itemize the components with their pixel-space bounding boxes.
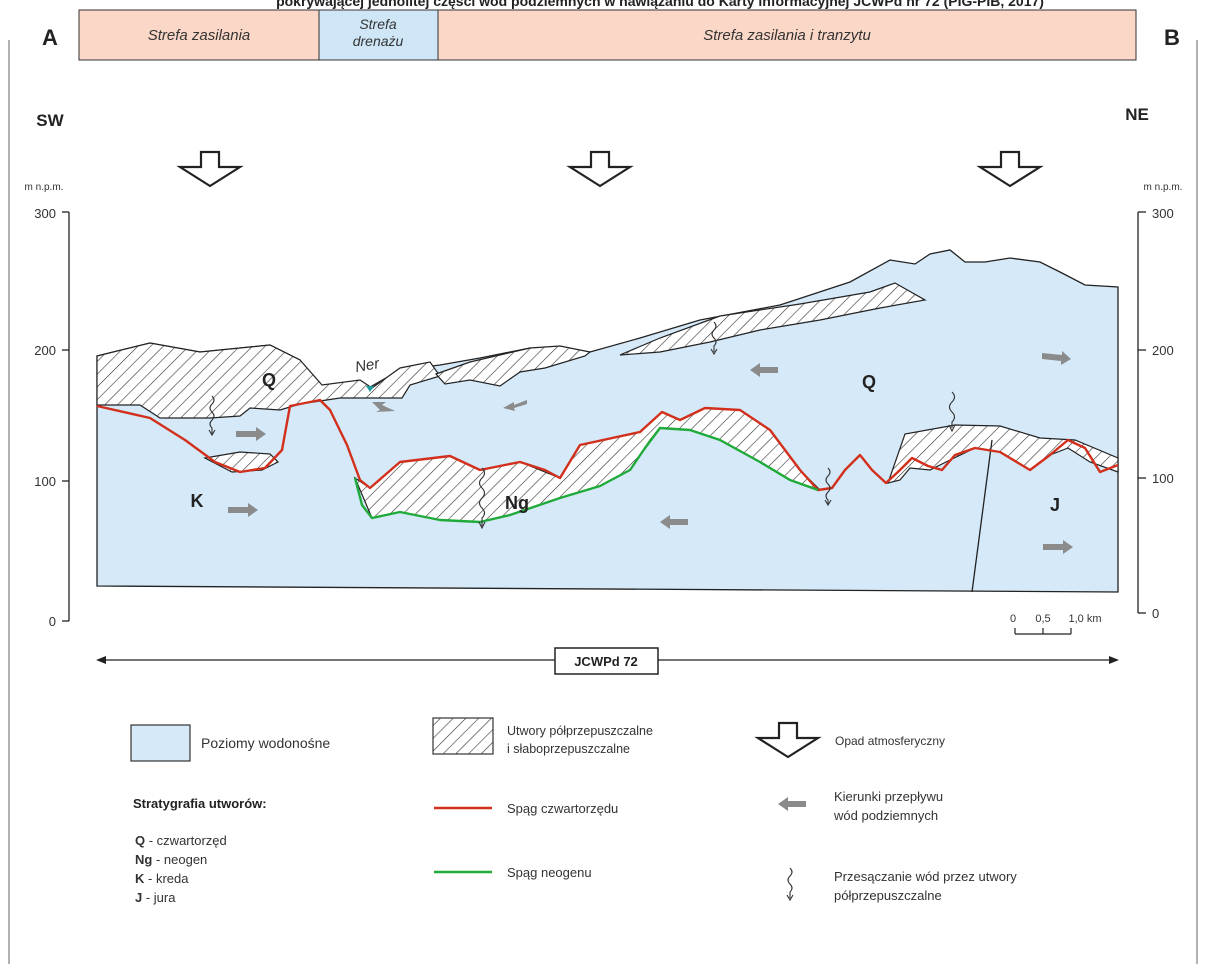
unit-label-k: K — [191, 491, 204, 511]
legend-seepage-label: Przesączanie wód przez utwory półprzepusz… — [834, 869, 1017, 903]
river-label: Ner — [354, 355, 382, 376]
zone-bar: Strefa zasilania Strefa drenażu Strefa za… — [78, 9, 1137, 61]
corner-label-a: A — [42, 25, 58, 50]
cut-header-title: pokrywającej jednolitej części wód podzi… — [276, 0, 1044, 9]
legend-precipitation-label: Opad atmosferyczny — [835, 734, 945, 748]
direction-sw: SW — [36, 111, 64, 130]
hatched-layer-upper-east — [619, 282, 927, 356]
left-tick-200: 200 — [34, 343, 56, 358]
legend-strat-ng: Ng - neogen — [135, 852, 207, 867]
legend-quaternary-label: Spąg czwartorzędu — [507, 801, 618, 816]
seepage-icon — [948, 391, 956, 433]
right-tick-200: 200 — [1152, 343, 1174, 358]
flow-arrow-right-icon — [228, 503, 258, 517]
legend-semi-permeable-swatch — [432, 717, 494, 755]
legend-strat-q: Q - czwartorzęd — [135, 833, 227, 848]
direction-ne: NE — [1125, 105, 1149, 124]
precipitation-arrows — [176, 150, 1044, 188]
right-axis-unit: m n.p.m. — [1144, 182, 1183, 193]
precipitation-arrow-icon — [566, 150, 634, 188]
left-tick-0: 0 — [49, 614, 56, 629]
unit-label-q-west: Q — [262, 370, 276, 390]
right-tick-0: 0 — [1152, 606, 1159, 621]
flow-arrow-right-icon — [1043, 540, 1073, 554]
semi-permeable-layers — [96, 282, 1119, 523]
fault-line — [971, 439, 993, 593]
right-axis — [1137, 211, 1146, 614]
seepage-icon — [208, 395, 216, 437]
hatched-layer-surface-central — [434, 345, 592, 387]
aquifer-body — [96, 249, 1119, 593]
extent-label-box — [554, 647, 659, 675]
legend-aquifer-swatch — [130, 724, 191, 762]
unit-label-q-east: Q — [862, 372, 876, 392]
left-axis — [62, 211, 70, 622]
extent-label: JCWPd 72 — [574, 654, 638, 669]
flow-arrow-left-icon — [660, 515, 688, 529]
flow-arrows — [228, 351, 1073, 554]
unit-label-ng: Ng — [505, 493, 529, 513]
legend-strat-k: K - kreda — [135, 871, 189, 886]
neogene-base-line — [353, 426, 819, 524]
unit-label-j: J — [1050, 495, 1060, 515]
zone-recharge-transit — [437, 9, 1137, 61]
hatched-layer-surface-west — [96, 342, 441, 419]
legend: Poziomy wodonośne Utwory półprzepuszczal… — [130, 717, 1017, 905]
left-tick-100: 100 — [34, 474, 56, 489]
corner-label-b: B — [1164, 25, 1180, 50]
legend-strat-title: Stratygrafia utworów: — [133, 796, 267, 811]
quaternary-base-line — [96, 398, 1119, 492]
flow-arrow-left-icon — [750, 363, 778, 377]
legend-semi-permeable-label: Utwory półprzepuszczalne i słaboprzepuszc… — [507, 724, 653, 756]
precipitation-arrow-icon — [976, 150, 1044, 188]
river-marker-icon — [366, 386, 374, 392]
flow-arrow-left-icon — [503, 400, 527, 411]
seepage-symbols — [208, 321, 956, 530]
seepage-icon — [710, 321, 718, 356]
hatched-layer-east — [887, 424, 1119, 484]
scale-label-0: 0 — [1010, 613, 1016, 625]
legend-flow-arrow-icon — [778, 797, 806, 811]
scale-label-05: 0,5 — [1035, 613, 1050, 625]
scale-label-1km: 1,0 km — [1068, 613, 1101, 625]
zone-label-recharge-transit: Strefa zasilania i tranzytu — [703, 27, 871, 44]
legend-aquifer-label: Poziomy wodonośne — [201, 735, 330, 751]
legend-seepage-icon — [786, 867, 794, 902]
scale-bar — [1014, 628, 1072, 635]
legend-flow-label: Kierunki przepływu wód podziemnych — [833, 789, 943, 823]
left-axis-unit: m n.p.m. — [25, 182, 64, 193]
zone-label-recharge-1: Strefa zasilania — [148, 27, 251, 44]
seepage-icon — [824, 467, 832, 507]
left-tick-300: 300 — [34, 206, 56, 221]
legend-neogene-label: Spąg neogenu — [507, 865, 592, 880]
zone-label-drainage: Strefa drenażu — [353, 16, 404, 49]
legend-strat-j: J - jura — [135, 890, 176, 905]
hatched-lens-k — [203, 451, 280, 473]
precipitation-arrow-icon — [176, 150, 244, 188]
legend-precipitation-icon — [754, 721, 822, 759]
flow-arrow-left-icon — [372, 402, 395, 412]
zone-drainage — [318, 9, 439, 61]
zone-recharge-1 — [78, 9, 320, 61]
seepage-icon — [478, 467, 486, 530]
right-tick-100: 100 — [1152, 471, 1174, 486]
flow-arrow-right-icon — [236, 427, 266, 441]
right-tick-300: 300 — [1152, 206, 1174, 221]
flow-arrow-right-icon — [1042, 351, 1071, 365]
